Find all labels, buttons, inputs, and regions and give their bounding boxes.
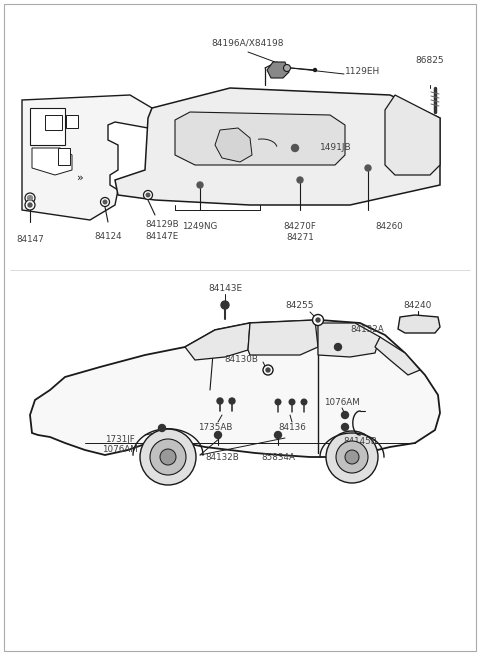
Circle shape xyxy=(289,399,295,405)
Polygon shape xyxy=(398,315,440,333)
Text: 84130B: 84130B xyxy=(224,356,258,364)
Circle shape xyxy=(103,200,107,204)
Circle shape xyxy=(301,399,307,405)
Circle shape xyxy=(297,177,303,183)
Polygon shape xyxy=(58,148,70,165)
Polygon shape xyxy=(248,320,318,355)
Circle shape xyxy=(316,318,320,322)
Text: 84132A: 84132A xyxy=(350,326,384,335)
Text: 1735AB: 1735AB xyxy=(198,423,232,432)
Text: 84270F: 84270F xyxy=(284,222,316,231)
Circle shape xyxy=(25,193,35,203)
Polygon shape xyxy=(30,320,440,457)
Polygon shape xyxy=(22,95,152,220)
Text: 86825: 86825 xyxy=(416,56,444,65)
Circle shape xyxy=(345,450,359,464)
Text: 85834A: 85834A xyxy=(261,453,295,462)
Circle shape xyxy=(25,200,35,210)
Text: 84132B: 84132B xyxy=(205,453,239,462)
Text: 1076AM: 1076AM xyxy=(102,445,138,454)
Text: 84271: 84271 xyxy=(286,233,314,242)
Polygon shape xyxy=(267,62,289,78)
Circle shape xyxy=(197,182,203,188)
Text: 1249NG: 1249NG xyxy=(182,222,217,231)
Circle shape xyxy=(27,195,33,200)
Text: 84136: 84136 xyxy=(278,423,306,432)
Polygon shape xyxy=(66,115,78,128)
Circle shape xyxy=(312,314,324,326)
Circle shape xyxy=(100,198,109,206)
Text: 84147: 84147 xyxy=(16,235,44,244)
Circle shape xyxy=(336,441,368,473)
Text: 1491JB: 1491JB xyxy=(320,143,352,153)
Text: 84240: 84240 xyxy=(404,301,432,310)
Circle shape xyxy=(229,398,235,404)
Circle shape xyxy=(275,432,281,438)
Text: 84255: 84255 xyxy=(286,301,314,310)
Polygon shape xyxy=(375,337,420,375)
Circle shape xyxy=(263,365,273,375)
Text: 84129B: 84129B xyxy=(145,220,179,229)
Circle shape xyxy=(291,145,299,151)
Circle shape xyxy=(313,69,316,71)
Circle shape xyxy=(365,165,371,171)
Circle shape xyxy=(275,399,281,405)
Circle shape xyxy=(215,432,221,438)
Text: 84147E: 84147E xyxy=(145,232,179,241)
Polygon shape xyxy=(385,95,440,175)
Polygon shape xyxy=(32,148,72,175)
Circle shape xyxy=(266,368,270,372)
Polygon shape xyxy=(175,112,345,165)
Circle shape xyxy=(284,64,290,71)
Circle shape xyxy=(150,439,186,475)
Text: 84124: 84124 xyxy=(94,232,122,241)
Polygon shape xyxy=(185,323,250,360)
Circle shape xyxy=(341,411,348,419)
Polygon shape xyxy=(115,88,440,205)
Text: 84145B: 84145B xyxy=(343,437,377,446)
Text: 1076AM: 1076AM xyxy=(324,398,360,407)
Circle shape xyxy=(326,431,378,483)
Circle shape xyxy=(146,193,150,196)
Circle shape xyxy=(160,449,176,465)
Circle shape xyxy=(158,424,166,432)
Polygon shape xyxy=(45,115,62,130)
Circle shape xyxy=(217,398,223,404)
Polygon shape xyxy=(318,323,380,357)
Text: 84260: 84260 xyxy=(375,222,403,231)
Text: 1731JF: 1731JF xyxy=(105,435,135,444)
Circle shape xyxy=(221,301,229,309)
Text: 84143E: 84143E xyxy=(208,284,242,293)
Circle shape xyxy=(28,203,32,207)
Text: »: » xyxy=(77,173,84,183)
Circle shape xyxy=(335,343,341,350)
Circle shape xyxy=(341,424,348,430)
Circle shape xyxy=(144,191,153,200)
Text: 84196A/X84198: 84196A/X84198 xyxy=(212,38,284,47)
Polygon shape xyxy=(215,128,252,162)
Text: 1129EH: 1129EH xyxy=(345,67,380,77)
Polygon shape xyxy=(30,108,65,145)
Circle shape xyxy=(140,429,196,485)
